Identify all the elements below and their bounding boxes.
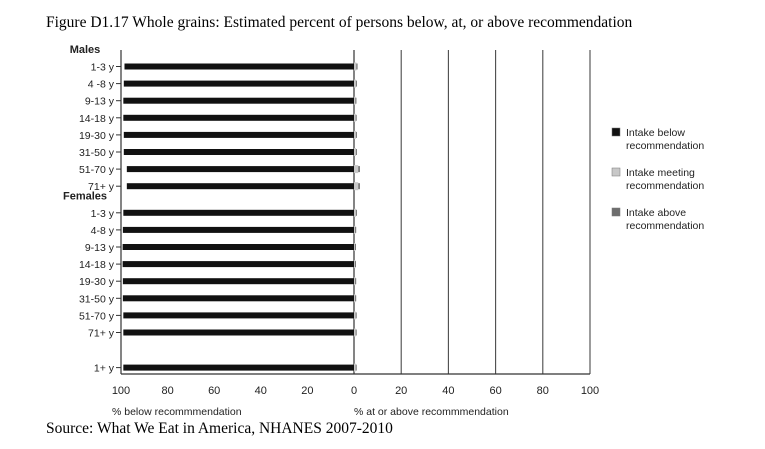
bar-meeting (354, 311, 356, 320)
bar-below (124, 63, 355, 70)
x-axis-label-right: % at or above recommmendation (354, 406, 509, 418)
category-label: 4-8 y (91, 225, 115, 237)
bar-below (123, 149, 355, 155)
category-label: 14-18 y (79, 259, 115, 271)
category-label: 31-50 y (79, 147, 115, 159)
bar-below (123, 80, 355, 87)
legend-swatch (611, 127, 621, 137)
bar-meeting (354, 225, 356, 234)
x-tick-label: 60 (489, 385, 501, 397)
group-label: Females (63, 190, 107, 202)
category-label: 1-3 y (91, 62, 115, 74)
x-tick-label: 80 (537, 385, 549, 397)
category-label: 51-70 y (79, 310, 115, 322)
legend-label: Intake meeting (626, 167, 695, 179)
x-tick-label: 100 (581, 385, 599, 397)
bar-meeting (354, 277, 356, 286)
bar-above (355, 80, 357, 87)
legend-label: recommendation (626, 220, 704, 232)
bar-meeting (354, 62, 357, 71)
x-tick-label: 60 (208, 385, 220, 397)
bar-below (122, 278, 354, 285)
bar-below (123, 114, 354, 121)
bar-above (355, 329, 357, 336)
bar-below (123, 97, 354, 104)
chart-title: Figure D1.17 Whole grains: Estimated per… (46, 14, 633, 31)
bar-below (123, 364, 354, 371)
bar-above (354, 244, 356, 250)
x-tick-label: 20 (301, 385, 313, 397)
bar-above (354, 261, 356, 268)
bar-below (126, 166, 354, 173)
legend-swatch (611, 167, 621, 177)
bar-above (355, 97, 357, 104)
bar-below (123, 131, 355, 138)
bar-above (355, 226, 357, 233)
category-label: 1-3 y (91, 208, 115, 220)
bar-below (126, 183, 354, 190)
legend-label: Intake below (626, 127, 685, 139)
legend-swatch (611, 207, 621, 217)
x-tick-label: 20 (395, 385, 407, 397)
bar-meeting (354, 328, 356, 337)
category-label: 71+ y (88, 181, 115, 193)
bar-above (358, 183, 360, 190)
bar-above (355, 131, 357, 138)
category-label: 9-13 y (85, 96, 115, 108)
category-label: 14-18 y (79, 113, 115, 125)
x-tick-label: 100 (112, 385, 130, 397)
bar-above (355, 312, 357, 319)
x-tick-label: 40 (255, 385, 267, 397)
bar-meeting (354, 182, 359, 191)
legend-label: recommendation (626, 180, 704, 192)
bar-below (122, 244, 354, 250)
category-label: 71+ y (88, 328, 115, 340)
bar-above (355, 295, 357, 302)
group-label: Males (70, 44, 101, 56)
legend-label: Intake above (626, 207, 686, 219)
bar-below (123, 312, 354, 319)
bar-meeting (354, 260, 356, 269)
category-label: 4 -8 y (88, 79, 115, 91)
bar-meeting (354, 148, 356, 156)
bar-meeting (354, 294, 356, 303)
bar-above (355, 149, 357, 155)
bar-meeting (354, 130, 356, 139)
bar-above (355, 364, 357, 371)
category-label: 9-13 y (85, 242, 115, 254)
x-tick-label: 80 (161, 385, 173, 397)
category-label: 31-50 y (79, 293, 115, 305)
bar-above (355, 209, 357, 216)
bar-above (358, 166, 360, 173)
bar-meeting (354, 96, 356, 105)
bar-below (122, 261, 354, 268)
bar-below (123, 329, 354, 336)
x-axis-label-left: % below recommmendation (112, 406, 242, 418)
bar-meeting (354, 208, 356, 217)
bar-meeting (354, 363, 356, 372)
bar-below (122, 295, 354, 302)
bar-below (122, 226, 354, 233)
category-label: 1+ y (94, 363, 115, 375)
bar-above (355, 278, 357, 285)
bar-meeting (354, 165, 359, 174)
bar-below (123, 209, 354, 216)
bar-above (355, 114, 357, 121)
category-label: 19-30 y (79, 276, 115, 288)
legend-label: recommendation (626, 140, 704, 152)
x-tick-label: 0 (351, 385, 357, 397)
bar-above (356, 63, 358, 70)
bar-meeting (354, 113, 356, 122)
bar-meeting (354, 243, 356, 251)
bar-meeting (354, 79, 356, 88)
category-label: 51-70 y (79, 164, 115, 176)
x-tick-label: 40 (442, 385, 454, 397)
category-label: 19-30 y (79, 130, 115, 142)
chart-source: Source: What We Eat in America, NHANES 2… (46, 420, 393, 437)
